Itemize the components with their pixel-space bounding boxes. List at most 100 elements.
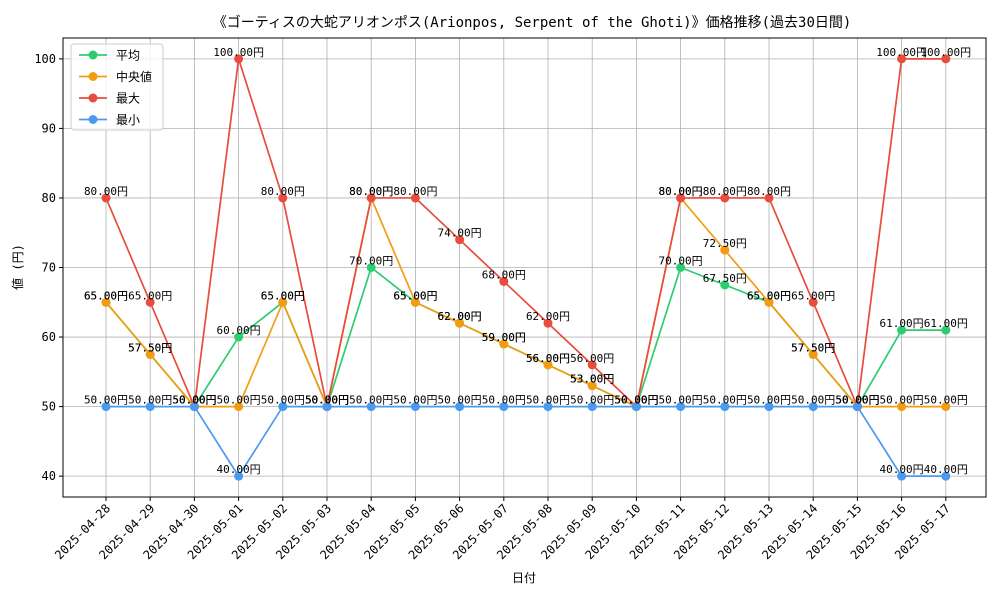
- y-tick-label: 70: [42, 261, 56, 275]
- data-label: 50.00円: [393, 394, 437, 407]
- data-label: 50.00円: [261, 394, 305, 407]
- data-point: [145, 349, 155, 359]
- data-point: [941, 471, 951, 481]
- legend-swatch-marker: [88, 93, 98, 103]
- data-point: [278, 402, 288, 412]
- data-point: [543, 360, 553, 370]
- data-point: [366, 193, 376, 203]
- y-tick-label: 90: [42, 121, 56, 135]
- data-point: [499, 339, 509, 349]
- data-label: 40.00円: [924, 463, 968, 476]
- data-label: 70.00円: [349, 255, 393, 268]
- data-point: [234, 402, 244, 412]
- data-label: 57.50円: [791, 341, 835, 354]
- data-label: 50.00円: [747, 394, 791, 407]
- data-label: 57.50円: [128, 341, 172, 354]
- data-point: [720, 402, 730, 412]
- data-label: 50.00円: [703, 394, 747, 407]
- data-label: 50.00円: [659, 394, 703, 407]
- data-point: [764, 297, 774, 307]
- data-point: [897, 54, 907, 64]
- data-point: [941, 325, 951, 335]
- data-label: 80.00円: [261, 185, 305, 198]
- data-label: 100.00円: [213, 46, 264, 59]
- data-point: [676, 402, 686, 412]
- data-point: [145, 297, 155, 307]
- data-label: 65.00円: [261, 289, 305, 302]
- legend-label: 最大: [116, 92, 140, 106]
- data-label: 62.00円: [438, 310, 482, 323]
- data-label: 50.00円: [305, 394, 349, 407]
- data-label: 50.00円: [614, 394, 658, 407]
- data-point: [897, 471, 907, 481]
- data-label: 50.00円: [305, 394, 349, 407]
- data-label: 60.00円: [217, 324, 261, 337]
- y-tick-label: 50: [42, 400, 56, 414]
- data-label: 50.00円: [172, 394, 216, 407]
- data-point: [720, 245, 730, 255]
- y-tick-label: 80: [42, 191, 56, 205]
- data-point: [101, 193, 111, 203]
- data-label: 65.00円: [747, 289, 791, 302]
- data-label: 72.50円: [703, 237, 747, 250]
- data-label: 50.00円: [791, 394, 835, 407]
- data-label: 50.00円: [880, 394, 924, 407]
- data-label: 40.00円: [217, 463, 261, 476]
- data-point: [587, 381, 597, 391]
- data-label: 50.00円: [835, 394, 879, 407]
- y-tick-label: 100: [34, 52, 56, 66]
- y-tick-label: 60: [42, 330, 56, 344]
- data-label: 56.00円: [526, 352, 570, 365]
- data-label: 65.00円: [84, 289, 128, 302]
- data-point: [808, 402, 818, 412]
- data-point: [101, 297, 111, 307]
- data-point: [631, 402, 641, 412]
- data-label: 50.00円: [172, 394, 216, 407]
- data-label: 100.00円: [920, 46, 971, 59]
- data-label: 65.00円: [84, 289, 128, 302]
- data-label: 65.00円: [747, 289, 791, 302]
- data-label: 68.00円: [482, 268, 526, 281]
- data-point: [676, 263, 686, 272]
- data-label: 65.00円: [393, 289, 437, 302]
- legend-label: 平均: [116, 49, 140, 63]
- data-label: 59.00円: [482, 331, 526, 344]
- data-label: 80.00円: [659, 185, 703, 198]
- data-point: [234, 54, 244, 64]
- data-point: [499, 402, 509, 412]
- data-label: 56.00円: [526, 352, 570, 365]
- data-label: 80.00円: [747, 185, 791, 198]
- data-point: [676, 193, 686, 203]
- data-label: 50.00円: [349, 394, 393, 407]
- data-point: [278, 193, 288, 203]
- data-point: [455, 318, 465, 328]
- data-point: [145, 402, 155, 412]
- legend-swatch-marker: [88, 50, 98, 60]
- data-label: 80.00円: [349, 185, 393, 198]
- data-point: [941, 402, 951, 412]
- chart-title: 《ゴーティスの大蛇アリオンポス(Arionpos, Serpent of the…: [213, 14, 852, 31]
- series-lines: [101, 54, 951, 481]
- data-label: 50.00円: [835, 394, 879, 407]
- data-point: [720, 193, 730, 203]
- data-point: [587, 402, 597, 412]
- data-point: [808, 297, 818, 307]
- data-label: 50.00円: [570, 394, 614, 407]
- data-label: 50.00円: [614, 394, 658, 407]
- data-point: [587, 360, 597, 370]
- legend-label: 最小: [116, 113, 140, 127]
- legend-swatch-marker: [88, 72, 98, 81]
- data-label: 57.50円: [791, 341, 835, 354]
- data-label: 100.00円: [876, 46, 927, 59]
- data-point: [941, 54, 951, 64]
- data-label: 56.00円: [570, 352, 614, 365]
- data-label: 80.00円: [84, 185, 128, 198]
- data-label: 65.00円: [128, 289, 172, 302]
- data-label: 50.00円: [217, 394, 261, 407]
- data-point: [278, 297, 288, 307]
- data-point: [897, 325, 907, 335]
- data-label: 50.00円: [526, 394, 570, 407]
- data-point: [410, 297, 420, 307]
